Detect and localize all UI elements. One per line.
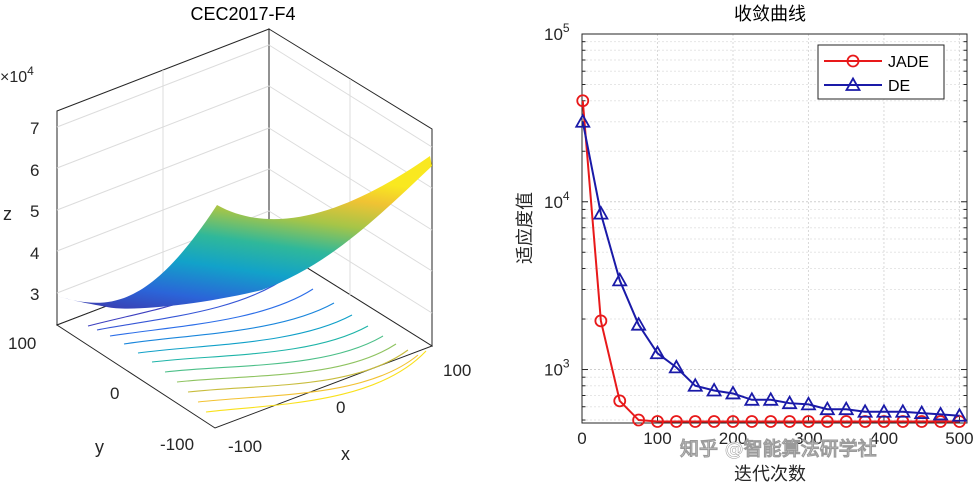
data-point-de — [592, 205, 609, 220]
y-tick-label: 105 — [544, 21, 570, 44]
x-tick: 0 — [336, 398, 345, 417]
data-point-jade — [707, 415, 721, 428]
surface — [57, 156, 432, 309]
data-point-de — [574, 113, 591, 128]
data-point-de — [781, 394, 798, 410]
y-axis: 100 0 -100 y — [8, 334, 194, 457]
x-axis: -100 0 100 x — [228, 361, 471, 464]
data-point-de — [668, 359, 685, 374]
y-axis-label: 适应度值 — [515, 192, 536, 264]
y-tick: 0 — [110, 384, 119, 403]
z-tick: 5 — [30, 202, 39, 221]
data-point-jade — [783, 415, 796, 428]
data-point-de — [857, 403, 874, 418]
data-point-jade — [915, 415, 929, 428]
x-axis-label: x — [341, 444, 350, 464]
data-point-de — [687, 377, 704, 392]
plot-border — [581, 33, 968, 424]
series-line-de — [581, 121, 960, 417]
data-point-de — [649, 344, 666, 360]
data-point-jade — [726, 415, 740, 428]
x-tick-label: 0 — [577, 429, 586, 448]
series — [574, 94, 968, 428]
data-point-de — [913, 404, 930, 419]
x-tick: -100 — [228, 437, 262, 456]
data-point-de — [894, 403, 911, 418]
x-tick-label: 200 — [719, 429, 747, 448]
data-point-jade — [764, 415, 778, 428]
legend: JADE DE — [817, 44, 945, 100]
y-tick-label: 103 — [544, 357, 570, 380]
data-point-jade — [934, 415, 947, 428]
z-tick: 4 — [30, 244, 39, 263]
legend-label-de: DE — [888, 78, 910, 95]
z-tick: 7 — [30, 119, 39, 138]
z-tick: 6 — [30, 161, 39, 180]
y-tick: -100 — [160, 435, 194, 454]
data-point-de — [875, 403, 893, 418]
x-tick-label: 300 — [794, 429, 822, 448]
data-point-jade — [839, 415, 853, 428]
z-tick: 3 — [30, 285, 39, 304]
data-point-de — [800, 396, 817, 411]
z-axis: 7 6 5 4 3 ×104 z — [0, 64, 39, 304]
surface-plot: 7 6 5 4 3 ×104 z 100 0 -100 y -100 0 100… — [0, 4, 471, 464]
watermark: 知乎 @智能算法研学社 — [680, 437, 877, 460]
data-point-jade — [745, 415, 759, 428]
data-point-jade — [669, 415, 683, 428]
ticks: 0 100 200 300 400 500 103 104 105 — [544, 21, 974, 448]
legend-box — [817, 44, 945, 100]
data-point-jade — [820, 415, 834, 428]
x-tick-label: 500 — [945, 429, 973, 448]
data-point-jade — [802, 415, 815, 428]
y-axis-label: y — [95, 437, 104, 457]
y-tick-label: 104 — [544, 189, 570, 212]
data-point-jade — [576, 94, 590, 108]
data-point-de — [630, 316, 647, 331]
data-point-de — [706, 382, 723, 397]
data-point-de — [611, 272, 628, 287]
legend-marker-de — [844, 76, 862, 91]
data-point-jade — [651, 415, 664, 428]
z-exponent: ×104 — [0, 64, 34, 86]
surface-title: CEC2017-F4 — [190, 4, 295, 24]
data-point-jade — [632, 413, 646, 427]
x-tick: 100 — [443, 361, 471, 380]
data-point-de — [762, 391, 779, 406]
z-axis-label: z — [3, 204, 12, 224]
legend-marker-jade — [846, 54, 860, 68]
convergence-plot: 0 100 200 300 400 500 103 104 105 收敛曲线 迭代次数 适应度值… — [515, 4, 974, 485]
data-point-de — [819, 400, 836, 416]
data-point-de — [724, 385, 742, 400]
data-point-jade — [594, 314, 608, 328]
y-tick: 100 — [8, 334, 36, 353]
data-point-de — [743, 391, 760, 406]
data-point-de — [838, 400, 855, 416]
data-point-jade — [613, 394, 627, 408]
x-axis-label: 迭代次数 — [734, 464, 806, 485]
x-tick-label: 400 — [870, 429, 898, 448]
x-tick-label: 100 — [643, 429, 671, 448]
data-point-de — [951, 407, 968, 422]
legend-label-jade: JADE — [888, 54, 929, 71]
convergence-title: 收敛曲线 — [734, 4, 806, 25]
data-point-jade — [688, 415, 702, 428]
data-point-de — [932, 406, 949, 421]
